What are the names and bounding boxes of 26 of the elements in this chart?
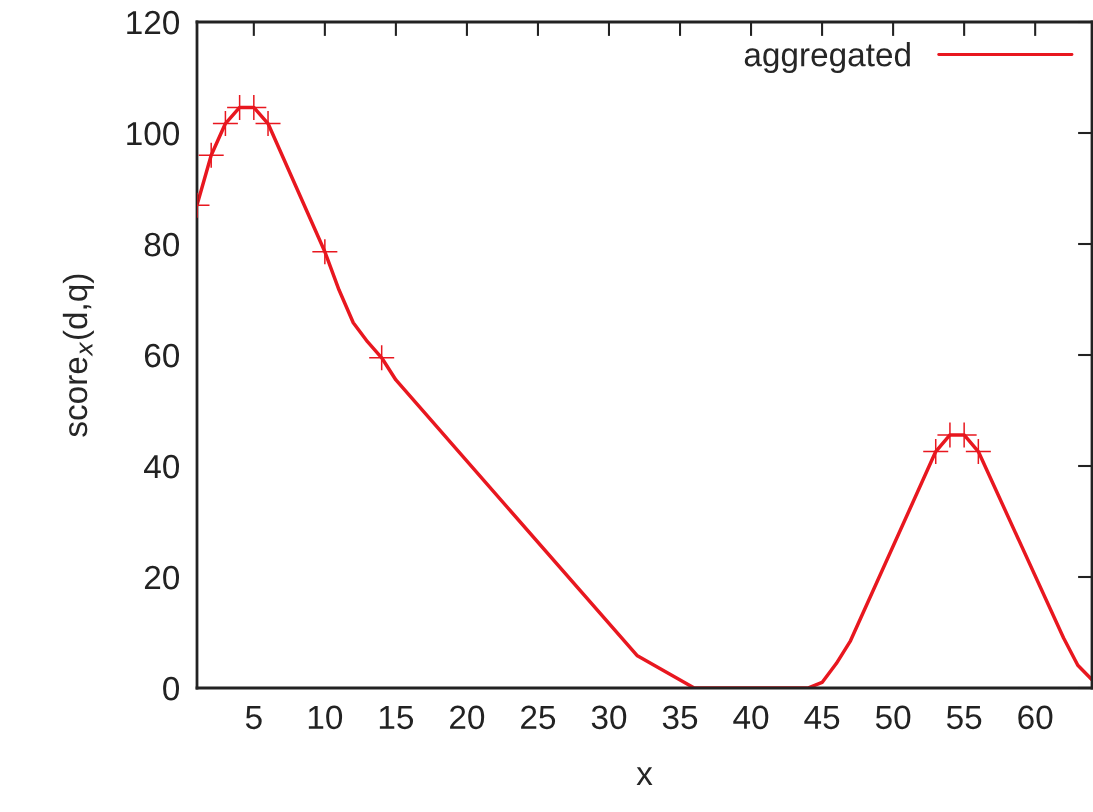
point bbox=[198, 142, 224, 168]
x-tick-label: 10 bbox=[308, 705, 343, 730]
x-axis-title: x bbox=[636, 767, 653, 785]
x-tick-label: 40 bbox=[733, 705, 769, 730]
y-tick-label: 0 bbox=[163, 676, 180, 701]
x-tick-label: 30 bbox=[591, 705, 627, 730]
x-tick-label: 25 bbox=[521, 705, 556, 730]
x-tick-label: 20 bbox=[450, 705, 485, 730]
y-tick-label: 120 bbox=[127, 10, 180, 35]
y-tick-label: 100 bbox=[127, 121, 180, 146]
y-tick-label: 80 bbox=[144, 232, 180, 257]
point bbox=[255, 111, 281, 137]
point bbox=[369, 345, 395, 371]
x-tick-label: 15 bbox=[379, 705, 414, 730]
point bbox=[312, 239, 338, 265]
legend-label: aggregated bbox=[744, 42, 910, 74]
x-tick-label: 5 bbox=[245, 705, 262, 730]
y-tick-label: 20 bbox=[144, 565, 180, 590]
y-axis-title: score$_{x}$(d,q) bbox=[62, 274, 94, 437]
x-tick-label: 55 bbox=[946, 705, 982, 730]
y-tick-label: 40 bbox=[144, 454, 180, 479]
y-tick-label: 60 bbox=[144, 343, 180, 368]
x-tick-label: 45 bbox=[804, 705, 840, 730]
x-tick-label: 60 bbox=[1018, 705, 1053, 730]
x-tick-label: 35 bbox=[662, 705, 698, 730]
x-tick-label: 50 bbox=[875, 705, 911, 730]
